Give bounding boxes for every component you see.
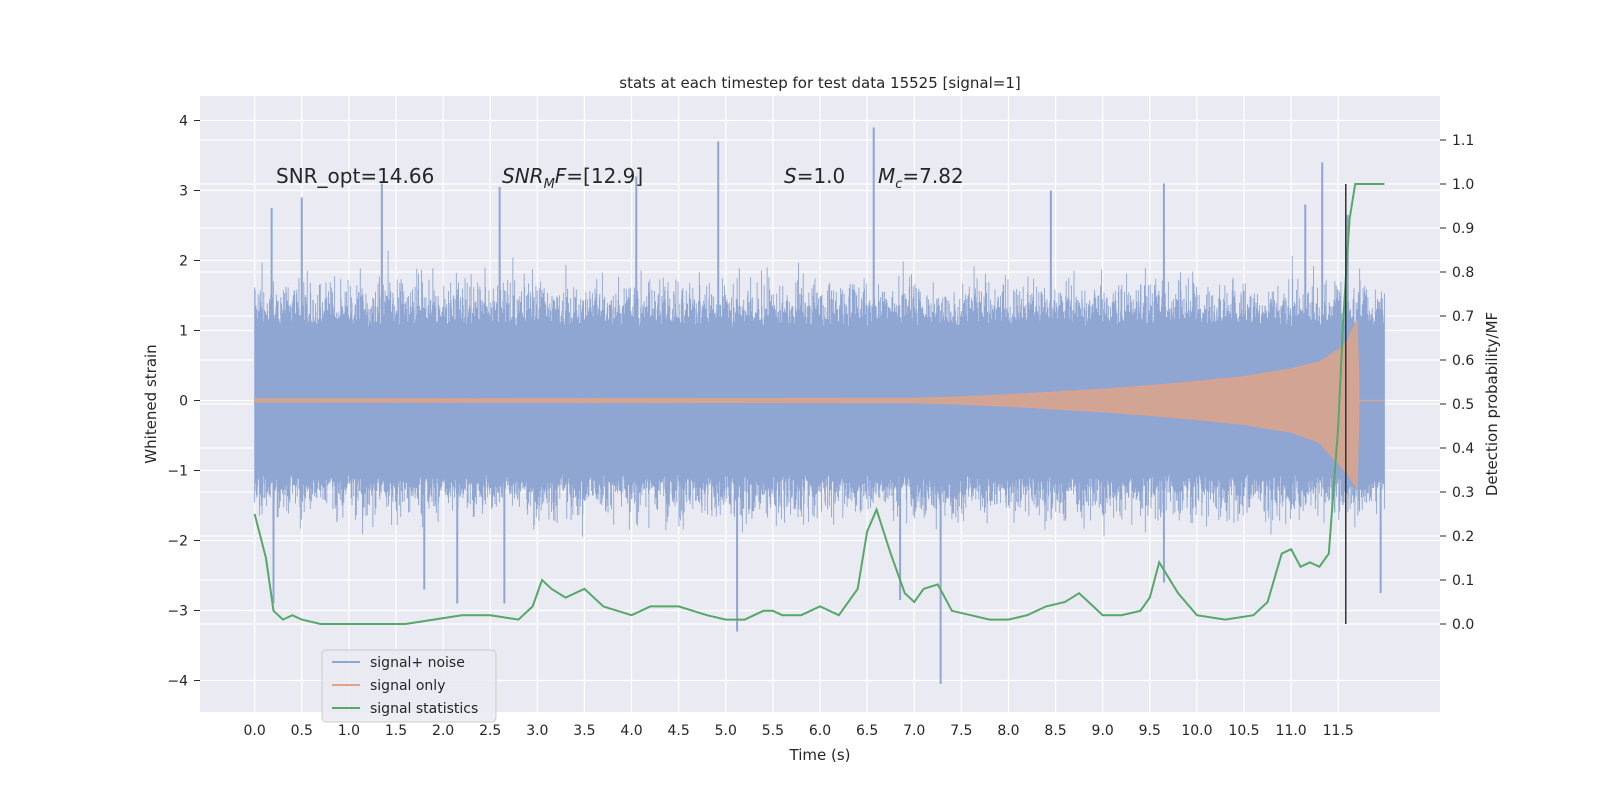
tick-layer: 0.0 0.5 1.0 1.5 2.0 2.5 3.0 3.5 4.0 4.5 5.0 5.5 6.0 6… xyxy=(167,114,1474,740)
y-tick-label: 1 xyxy=(179,324,188,340)
legend-box xyxy=(321,649,497,723)
x-tick-label: 6.0 xyxy=(809,723,831,739)
x-tick-label: 2.5 xyxy=(479,723,501,739)
legend-label-signal-only: signal only xyxy=(370,678,445,694)
y-tick-label: 3 xyxy=(179,184,188,200)
right-y-tick-label: 0.8 xyxy=(1452,265,1474,281)
annotations: SNR_opt=14.66 SNRMF=[12.9] S=1.0 Mc=7.82 xyxy=(276,164,964,192)
x-tick-label: 10.0 xyxy=(1181,723,1212,739)
x-tick-label: 7.0 xyxy=(903,723,925,739)
y-tick-label: 4 xyxy=(179,114,188,130)
x-tick-label: 8.0 xyxy=(997,723,1019,739)
y-axis-label: Whitened strain xyxy=(142,344,160,463)
y-tick-label: −4 xyxy=(167,674,188,690)
y-tick-label: 2 xyxy=(179,254,188,270)
right-y-tick-label: 0.5 xyxy=(1452,397,1474,413)
y-tick-label: 0 xyxy=(179,394,188,410)
legend-label-signal-noise: signal+ noise xyxy=(370,655,465,671)
x-tick-label: 2.0 xyxy=(432,723,454,739)
chart-title: stats at each timestep for test data 155… xyxy=(619,74,1020,92)
x-tick-label: 5.5 xyxy=(762,723,784,739)
x-tick-label: 4.0 xyxy=(620,723,642,739)
right-y-tick-label: 0.7 xyxy=(1452,309,1474,325)
right-y-axis-label: Detection probability/MF xyxy=(1483,312,1501,496)
x-axis-label: Time (s) xyxy=(789,746,851,764)
series-signal-only xyxy=(254,319,1385,490)
right-y-tick-label: 0.1 xyxy=(1452,573,1474,589)
x-tick-label: 11.5 xyxy=(1323,723,1354,739)
annotation-s: S=1.0 xyxy=(784,164,845,188)
right-y-tick-label: 1.1 xyxy=(1452,133,1474,149)
x-tick-label: 7.5 xyxy=(950,723,972,739)
x-tick-label: 3.0 xyxy=(526,723,548,739)
legend: signal+ noise signal only signal statist… xyxy=(321,649,497,723)
x-tick-label: 9.0 xyxy=(1092,723,1114,739)
right-y-tick-label: 0.2 xyxy=(1452,529,1474,545)
annotation-chirp-mass: Mc=7.82 xyxy=(878,164,964,192)
y-tick-label: −2 xyxy=(167,534,188,550)
x-tick-label: 5.0 xyxy=(715,723,737,739)
x-tick-label: 0.0 xyxy=(244,723,266,739)
right-y-tick-label: 0.9 xyxy=(1452,221,1474,237)
series-signal-noise-extremes xyxy=(270,127,1382,684)
right-y-tick-label: 0.0 xyxy=(1452,617,1474,633)
x-tick-label: 0.5 xyxy=(291,723,313,739)
x-tick-label: 11.0 xyxy=(1276,723,1307,739)
x-tick-label: 3.5 xyxy=(573,723,595,739)
x-tick-label: 6.5 xyxy=(856,723,878,739)
right-y-tick-label: 0.6 xyxy=(1452,353,1474,369)
legend-label-signal-statistics: signal statistics xyxy=(370,701,478,717)
y-tick-label: −1 xyxy=(167,464,188,480)
data-layer xyxy=(253,127,1385,684)
right-y-tick-label: 1.0 xyxy=(1452,177,1474,193)
x-tick-label: 8.5 xyxy=(1044,723,1066,739)
x-tick-label: 10.5 xyxy=(1228,723,1259,739)
right-y-tick-label: 0.3 xyxy=(1452,485,1474,501)
annotation-snr-mf: SNRMF=[12.9] xyxy=(502,164,643,192)
right-y-tick-label: 0.4 xyxy=(1452,441,1474,457)
x-tick-label: 9.5 xyxy=(1139,723,1161,739)
annotation-snr-opt: SNR_opt=14.66 xyxy=(276,164,434,188)
x-tick-label: 1.0 xyxy=(338,723,360,739)
x-tick-label: 4.5 xyxy=(668,723,690,739)
y-tick-label: −3 xyxy=(167,604,188,620)
series-signal-statistics xyxy=(253,183,1385,625)
x-tick-label: 1.5 xyxy=(385,723,407,739)
